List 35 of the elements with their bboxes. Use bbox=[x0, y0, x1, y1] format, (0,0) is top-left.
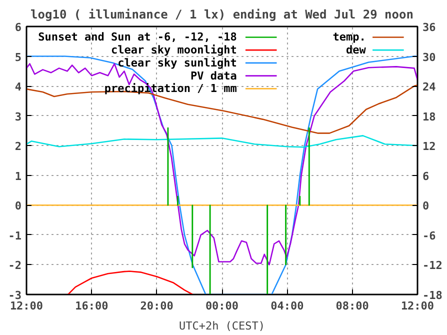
y-tick-label: 6 bbox=[14, 21, 22, 34]
y-tick-label: 5 bbox=[14, 50, 22, 64]
y-tick-label: -1 bbox=[8, 229, 22, 242]
x-tick-label: 20:00 bbox=[140, 300, 174, 312]
chart-title: log10 ( illuminance / 1 lx) ending at Wed Jul 29 noon bbox=[30, 8, 414, 22]
x-axis-title: UTC+2h (CEST) bbox=[178, 320, 266, 332]
y2-tick-label: 6 bbox=[422, 170, 430, 183]
legend-label: dew bbox=[346, 44, 366, 57]
y2-tick-label: 0 bbox=[422, 200, 430, 213]
y2-tick-label: 12 bbox=[422, 140, 436, 154]
x-tick-label: 08:00 bbox=[336, 300, 369, 312]
x-tick-label: 04:00 bbox=[270, 300, 304, 312]
y-tick-label: -3 bbox=[8, 289, 22, 302]
x-tick-label: 00:00 bbox=[205, 300, 239, 312]
y-tick-label: 1 bbox=[14, 170, 22, 183]
x-tick-label: 12:00 bbox=[400, 300, 434, 312]
y-tick-label: 0 bbox=[14, 200, 22, 213]
y2-tick-label: 36 bbox=[422, 21, 436, 34]
y-tick-label: -2 bbox=[8, 259, 22, 272]
y2-tick-label: 30 bbox=[422, 50, 436, 64]
legend-label: clear sky sunlight bbox=[118, 56, 237, 70]
legend-label: Sunset and Sun at -6, -12, -18 bbox=[38, 30, 237, 44]
y2-tick-label: -12 bbox=[422, 259, 442, 272]
legend-label: PV data bbox=[190, 69, 237, 82]
y-tick-label: 2 bbox=[14, 140, 22, 154]
y2-tick-label: -18 bbox=[422, 289, 442, 302]
y2-tick-label: -6 bbox=[422, 229, 436, 242]
y2-tick-label: 18 bbox=[422, 110, 436, 124]
y-tick-label: 4 bbox=[14, 80, 22, 94]
y-tick-label: 3 bbox=[14, 110, 22, 124]
x-tick-label: 12:00 bbox=[10, 300, 44, 312]
legend-label: temp. bbox=[332, 30, 366, 44]
x-tick-label: 16:00 bbox=[75, 300, 108, 312]
legend-label: clear sky moonlight bbox=[111, 44, 237, 57]
y2-tick-label: 24 bbox=[422, 80, 436, 94]
